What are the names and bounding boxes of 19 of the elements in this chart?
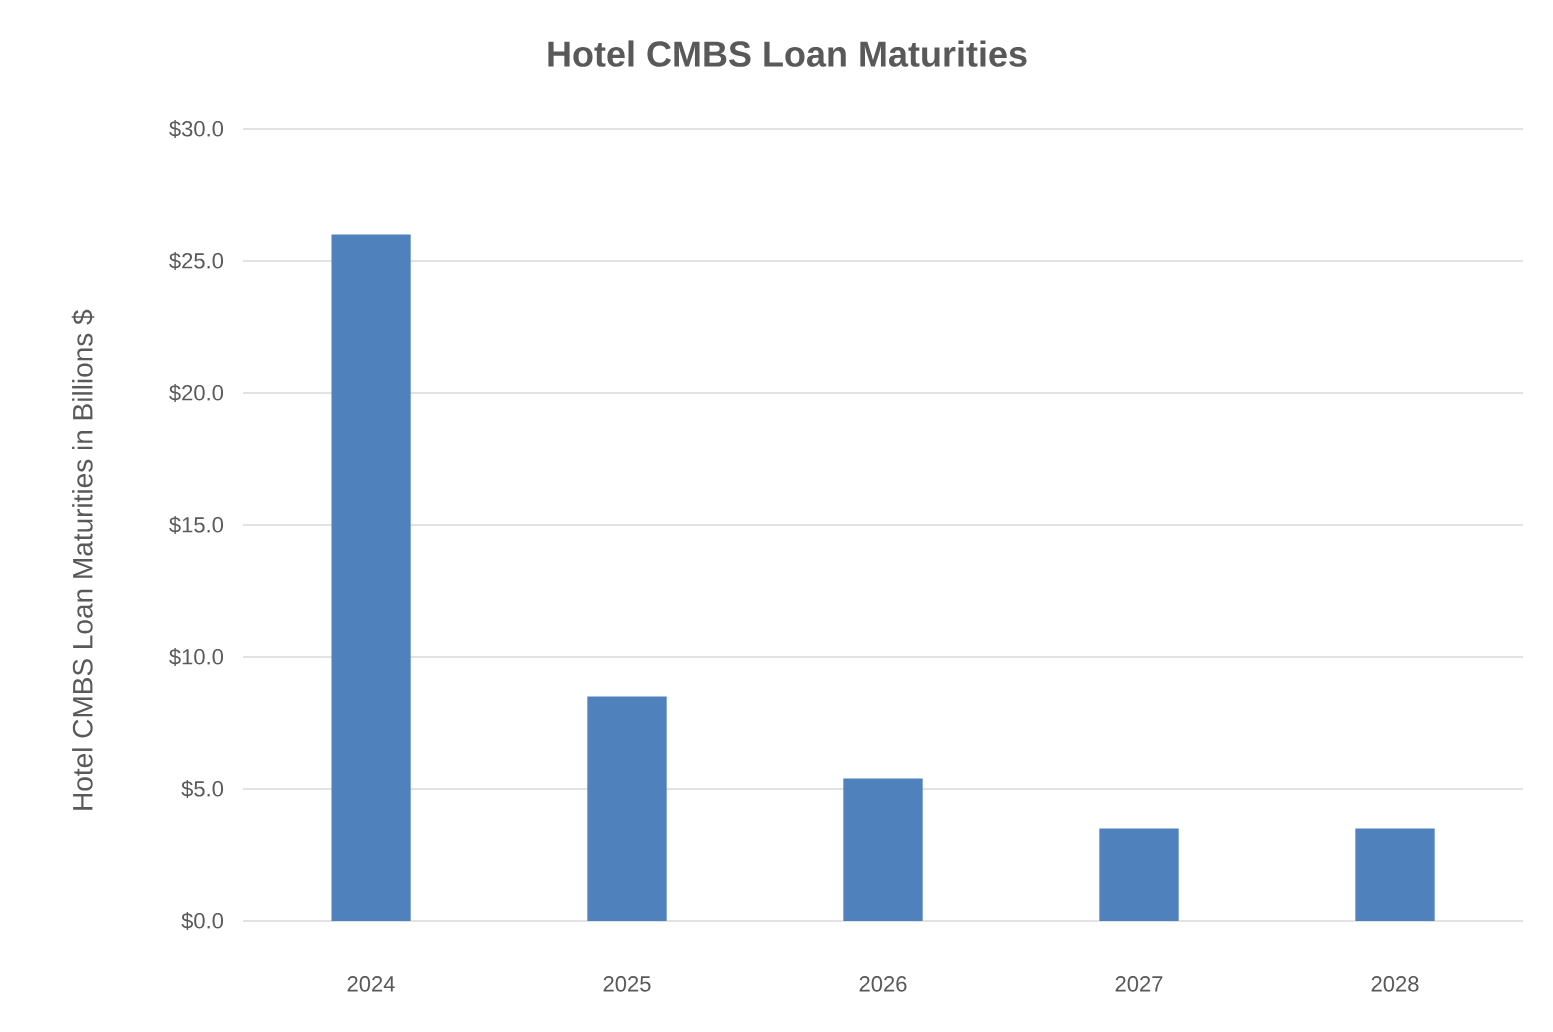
bar xyxy=(331,234,411,921)
y-tick-label: $15.0 xyxy=(169,516,224,534)
x-tick-label: 2025 xyxy=(603,976,651,992)
bar xyxy=(843,778,923,921)
x-tick-label: 2024 xyxy=(347,976,395,992)
bar xyxy=(587,696,667,921)
y-tick-label: $10.0 xyxy=(169,648,224,666)
y-tick-label: $20.0 xyxy=(169,384,224,402)
y-axis-title: Hotel CMBS Loan Maturities in Billions $ xyxy=(71,309,95,810)
x-tick-label: 2028 xyxy=(1371,976,1419,992)
bar xyxy=(1099,828,1179,921)
bar xyxy=(1355,828,1435,921)
y-tick-label: $0.0 xyxy=(181,912,224,930)
y-tick-label: $5.0 xyxy=(181,780,224,798)
x-tick-label: 2027 xyxy=(1115,976,1163,992)
chart-title: Hotel CMBS Loan Maturities xyxy=(548,40,1027,67)
y-tick-label: $25.0 xyxy=(169,252,224,270)
x-tick-label: 2026 xyxy=(859,976,907,992)
y-tick-label: $30.0 xyxy=(169,120,224,138)
